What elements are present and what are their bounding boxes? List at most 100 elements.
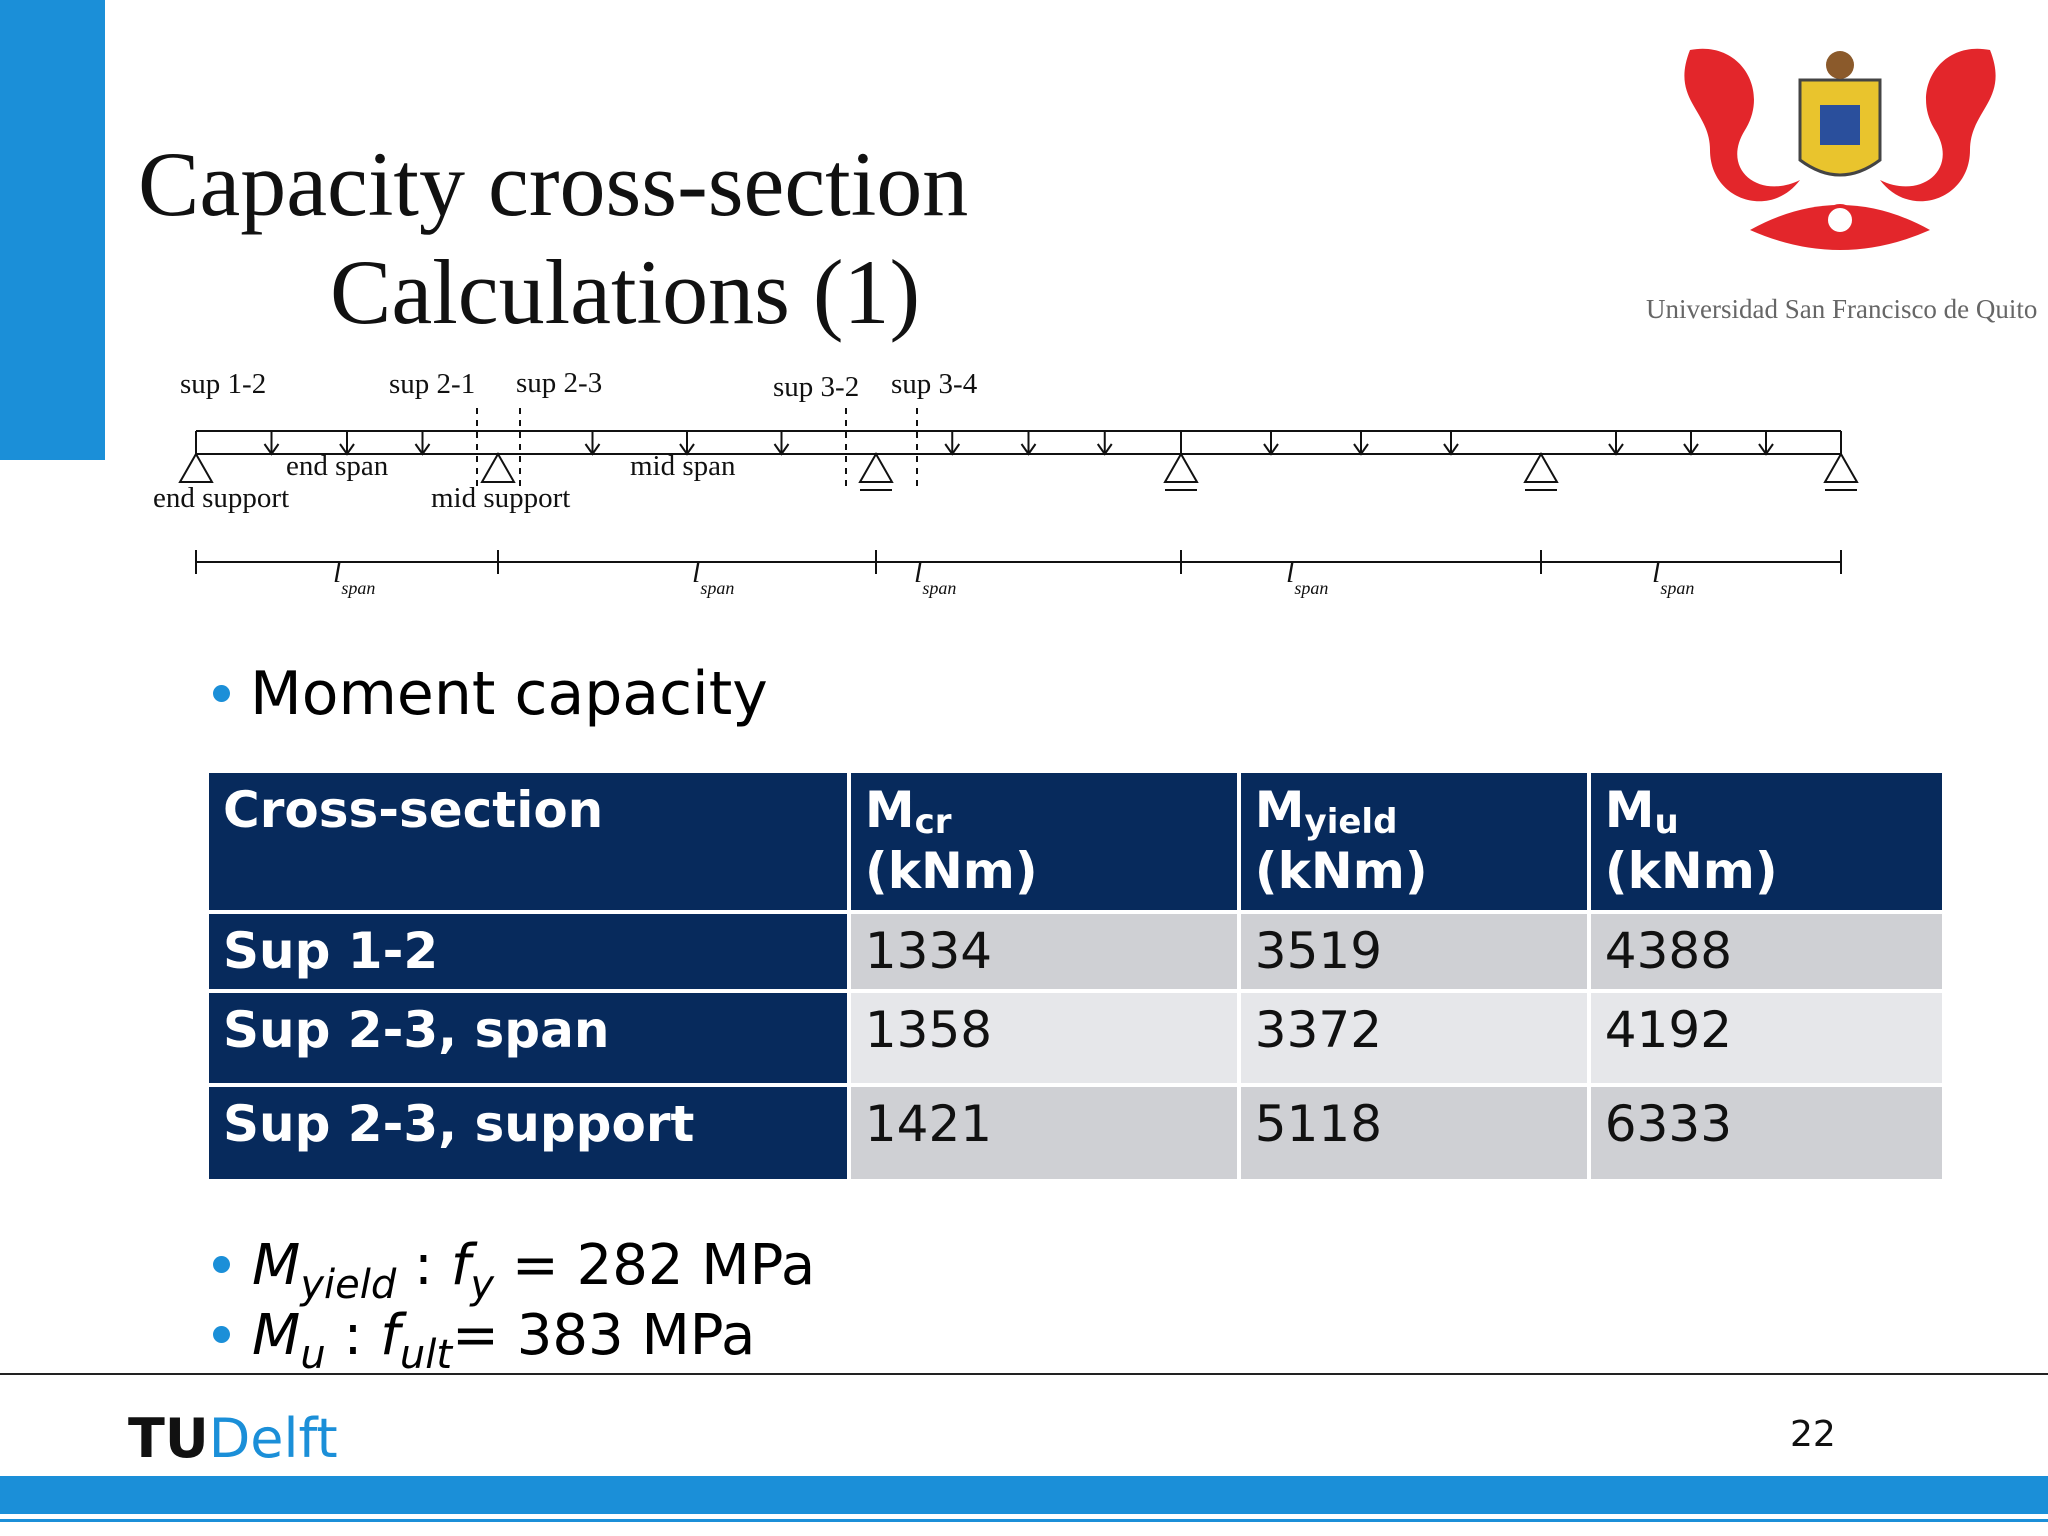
note-variable-subscript: y (470, 1262, 495, 1308)
value-cell: 1421 (846, 1083, 1241, 1183)
title-line: Calculations (1) (330, 241, 921, 343)
header-cell: Mu (kNm) (1586, 769, 1947, 914)
note: Myield : fy = 282 MPa (252, 1238, 815, 1306)
header-unit: (kNm) (1254, 842, 1428, 901)
arrow-head (414, 443, 431, 456)
span-symbol: l (914, 556, 922, 589)
span-subscript: span (1660, 578, 1694, 598)
row-header-cell: Sup 2-3, span (205, 989, 851, 1087)
span-subscript: span (922, 578, 956, 598)
bullet-dot (213, 685, 230, 702)
header-cell: Cross-section (205, 769, 851, 914)
header-symbol: M (1604, 781, 1655, 839)
table-row: Sup 1-2 1334 3519 4388 (205, 910, 1947, 993)
arrow-head (1020, 443, 1037, 456)
arrow-head (263, 443, 280, 456)
arrow-head (944, 443, 961, 456)
university-crest (1684, 48, 1996, 250)
note: Mu : fult= 383 MPa (252, 1308, 755, 1376)
row-header-cell: Sup 2-3, support (205, 1083, 851, 1183)
logo-caption: Universidad San Francisco de Quito (1646, 294, 2038, 324)
note-separator: : (396, 1233, 451, 1298)
header-subscript: cr (914, 802, 952, 842)
span-symbol: l (333, 556, 341, 589)
arrow-head (1758, 443, 1774, 456)
span-label: lspan (914, 556, 956, 598)
page-number: 22 (1790, 1414, 1836, 1455)
header-subscript: u (1654, 802, 1679, 842)
note-variable: fult (380, 1303, 452, 1376)
note-separator: : (325, 1303, 381, 1368)
table-row: Sup 2-3, span 1358 3372 4192 (205, 989, 1947, 1087)
note-symbol: Mu (252, 1303, 326, 1376)
header-unit: (kNm) (864, 842, 1038, 901)
diagram-label: sup 2-3 (516, 367, 602, 399)
value-cell: 3519 (1236, 910, 1591, 993)
diagram-label: sup 1-2 (180, 368, 266, 400)
support (1523, 451, 1559, 483)
span-subscript: span (341, 578, 375, 598)
arrow-head (584, 443, 601, 456)
arrow-head (1353, 443, 1369, 456)
value-cell: 3372 (1236, 989, 1591, 1087)
support (858, 451, 894, 483)
span-symbol: l (692, 556, 700, 589)
header-unit: (kNm) (1604, 842, 1778, 901)
support (1823, 451, 1859, 483)
header-cell: Mcr (kNm) (846, 769, 1241, 914)
support (1163, 451, 1199, 483)
span-label: lspan (333, 556, 375, 598)
note-rest: = 282 MPa (494, 1233, 816, 1298)
note-subscript: u (300, 1332, 326, 1378)
span-label: lspan (692, 556, 734, 598)
diagram-label: sup 2-1 (389, 368, 475, 400)
value-cell: 5118 (1236, 1083, 1591, 1183)
header-symbol: M (1254, 781, 1305, 839)
span-symbol: l (1652, 556, 1660, 589)
span-subscript: span (700, 578, 734, 598)
diagram-label: mid span (630, 450, 736, 482)
note-symbol-text: M (252, 1303, 301, 1368)
arrow-head (1096, 443, 1113, 456)
footer-rule (0, 1373, 2048, 1375)
logo-delft: Delft (208, 1407, 338, 1470)
support (178, 451, 214, 483)
span-label: lspan (1286, 556, 1328, 598)
note-symbol: Myield (252, 1233, 396, 1306)
logo-tu: TU (128, 1407, 209, 1470)
value-cell: 6333 (1586, 1083, 1947, 1183)
note-variable-text: f (380, 1303, 400, 1368)
value-cell: 4192 (1586, 989, 1947, 1087)
arrow-head (1608, 443, 1624, 456)
diagram-label: end support (153, 482, 289, 514)
header-symbol: M (864, 781, 915, 839)
note-variable-subscript: ult (399, 1332, 453, 1378)
arrow-head (1263, 443, 1279, 456)
span-symbol: l (1286, 556, 1294, 589)
tudelft-logo: TUDelft (128, 1412, 338, 1466)
header-row: Cross-section Mcr (kNm) Myield (kNm) Mu (kNm) (205, 769, 1947, 914)
arrow-head (679, 443, 695, 456)
value-cell: 1358 (846, 989, 1241, 1087)
note-subscript: yield (300, 1262, 397, 1308)
accent-bar (0, 0, 105, 460)
header-symbol: Cross-section (223, 781, 604, 839)
bullet-dot (213, 1326, 230, 1343)
support (480, 451, 516, 483)
title-line: Capacity cross-section (138, 133, 969, 235)
value-cell: 1334 (846, 910, 1241, 993)
footer-line (0, 1519, 2048, 1522)
note-variable: fy (450, 1233, 494, 1306)
value-cell: 4388 (1586, 910, 1947, 993)
diagram-label: sup 3-4 (891, 368, 978, 400)
diagram-label: sup 3-2 (773, 371, 859, 403)
note-symbol-text: M (252, 1233, 301, 1298)
span-label: lspan (1652, 556, 1694, 598)
arrow-head (1683, 443, 1699, 456)
note-variable-text: f (450, 1233, 471, 1298)
span-subscript: span (1294, 578, 1328, 598)
capacity-table: Cross-section Mcr (kNm) Myield (kNm) Mu (kNm) S… (205, 769, 1947, 1183)
footer-bar (0, 1476, 2048, 1514)
bullet-dot (213, 1256, 230, 1273)
